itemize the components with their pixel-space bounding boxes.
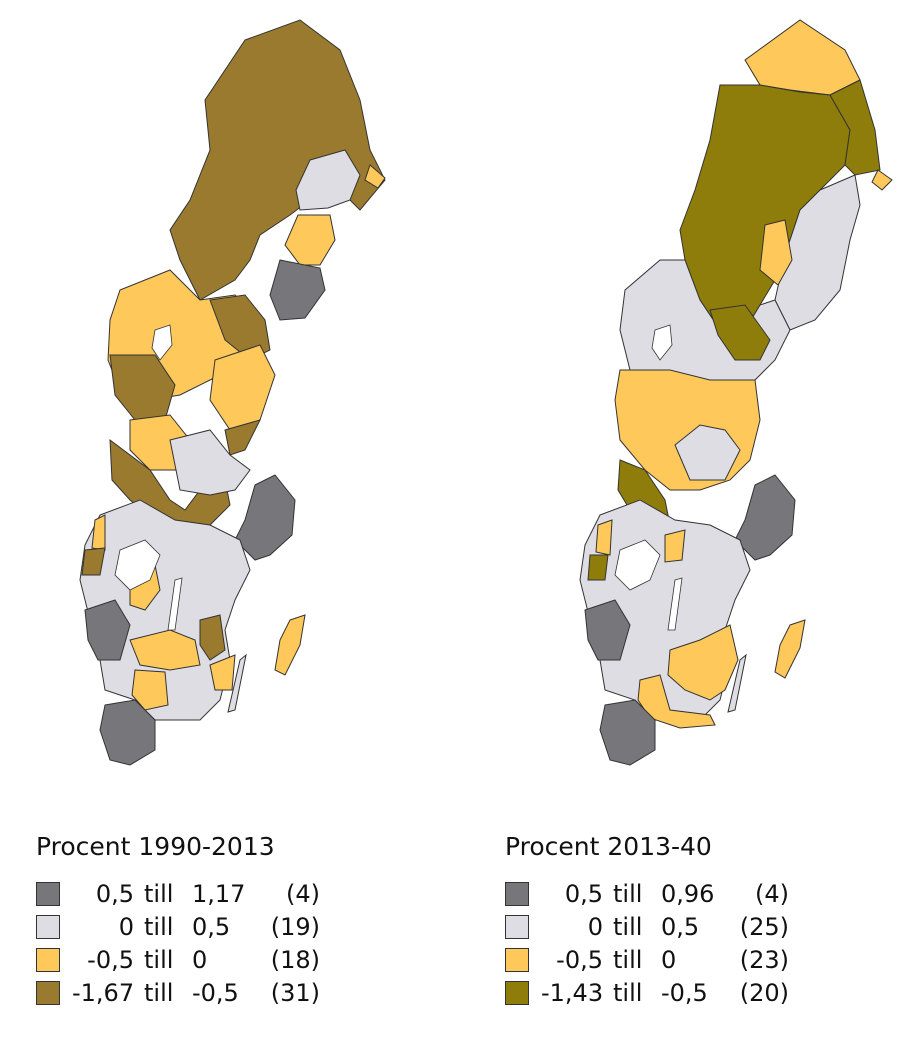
legend-to: 1,17 [192,879,246,908]
legend-row: 0 till 0,5 (25) [505,910,789,943]
region-yellow-small [664,529,686,563]
region-east-coast-yellow [284,214,336,266]
legend-to: -0,5 [661,978,708,1007]
region-west-coast-brown [81,547,106,576]
legend-count: (25) [739,912,789,941]
legend-row: -0,5 till 0 (18) [36,943,320,976]
region-malmo [599,699,656,766]
legend-to: 0 [192,945,208,974]
legend-swatch [505,914,529,939]
legend-2013-40: Procent 2013-40 0,5 till 0,96 (4) 0 till… [505,832,789,1009]
region-east-middle-brown [224,419,261,456]
region-south-brown [199,614,226,661]
region-southeast-yellow [667,624,739,701]
legend-count: (4) [286,879,320,908]
region-south-yellow-3 [131,669,169,711]
region-south-yellow [637,674,716,729]
lake-vanern [114,539,161,591]
legend-swatch [505,881,529,906]
region-gothenburg [84,599,131,661]
region-gotland [274,614,306,676]
legend-from: -1,67 [72,978,135,1007]
legend-count: (31) [270,978,320,1007]
legend-swatch [36,881,60,906]
region-middle-brown-1 [209,294,271,361]
map-1990-2013 [60,0,400,780]
region-south-yellow-4 [209,654,236,691]
legend-title: Procent 1990-2013 [36,832,275,861]
region-gotland [774,619,806,679]
legend-row: 0,5 till 0,96 (4) [505,877,789,910]
region-stockholm [234,474,296,561]
legend-from: 0,5 [95,879,134,908]
legend-till: till [144,879,174,908]
legend-to: 0,5 [661,912,700,941]
region-coast-city [269,259,326,321]
legend-swatch [505,947,529,972]
legend-row: 0,5 till 1,17 (4) [36,877,320,910]
lake-vanern [614,539,661,591]
legend-till: till [613,978,643,1007]
legend-to: 0 [661,945,677,974]
region-ne-tip [364,164,386,189]
legend-till: till [613,945,643,974]
legend-till: till [144,978,174,1007]
legend-till: till [613,879,643,908]
region-grey-inner-middle [674,424,741,481]
legend-to: 0,5 [192,912,231,941]
legend-row: -0,5 till 0 (23) [505,943,789,976]
legend-from: -0,5 [556,945,603,974]
legend-row: -1,43 till -0,5 (20) [505,976,789,1009]
legend-from: -1,43 [541,978,604,1007]
region-west-coast-yellow [595,519,613,556]
region-middle-olive [709,304,771,361]
legend-till: till [613,912,643,941]
lake-storsjon [151,324,173,361]
region-west-coast-olive [587,554,609,581]
legend-swatch [36,947,60,972]
legend-swatch [36,980,60,1005]
legend-count: (23) [739,945,789,974]
legend-1990-2013: Procent 1990-2013 0,5 till 1,17 (4) 0 ti… [36,832,320,1009]
legend-till: till [144,945,174,974]
legend-swatch [505,980,529,1005]
region-oland [727,653,747,713]
region-malmo [99,699,156,766]
legend-to: -0,5 [192,978,239,1007]
region-north-decline [169,19,386,301]
region-gothenburg [584,599,631,661]
region-central-grey [169,429,251,496]
region-inner-yellow [759,219,793,286]
region-northeast-growth-small [295,149,361,211]
legend-from: 0,5 [564,879,603,908]
region-ne-strip [829,79,881,176]
region-stockholm [734,474,796,561]
legend-swatch [36,914,60,939]
legend-from: 0 [587,912,603,941]
map-2013-40 [560,0,900,780]
region-north-tip-yellow [744,19,861,96]
legend-count: (4) [755,879,789,908]
region-ne-grey [774,174,861,331]
lake-storsjon [651,324,673,361]
legend-row: 0 till 0,5 (19) [36,910,320,943]
lake-vattern [667,577,683,631]
lake-vattern [167,577,183,631]
legend-from: -0,5 [87,945,134,974]
legend-count: (18) [270,945,320,974]
legend-title: Procent 2013-40 [505,832,712,861]
legend-till: till [144,912,174,941]
legend-to: 0,96 [661,879,715,908]
legend-row: -1,67 till -0,5 (31) [36,976,320,1009]
region-ne-tip [871,169,893,191]
legend-from: 0 [118,912,134,941]
legend-count: (20) [739,978,789,1007]
region-west-coast-yellow [91,514,106,551]
region-oland [227,653,247,713]
legend-count: (19) [270,912,320,941]
